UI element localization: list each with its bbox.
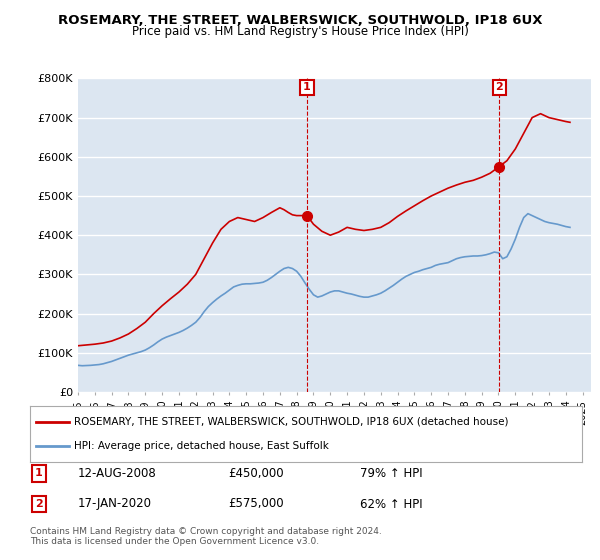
Text: 1: 1 xyxy=(303,82,311,92)
Text: 17-JAN-2020: 17-JAN-2020 xyxy=(78,497,152,511)
Text: ROSEMARY, THE STREET, WALBERSWICK, SOUTHWOLD, IP18 6UX: ROSEMARY, THE STREET, WALBERSWICK, SOUTH… xyxy=(58,14,542,27)
Text: Contains HM Land Registry data © Crown copyright and database right 2024.
This d: Contains HM Land Registry data © Crown c… xyxy=(30,526,382,546)
Text: 2: 2 xyxy=(496,82,503,92)
Text: ROSEMARY, THE STREET, WALBERSWICK, SOUTHWOLD, IP18 6UX (detached house): ROSEMARY, THE STREET, WALBERSWICK, SOUTH… xyxy=(74,417,509,427)
Text: £450,000: £450,000 xyxy=(228,466,284,480)
Text: 12-AUG-2008: 12-AUG-2008 xyxy=(78,466,157,480)
Text: 79% ↑ HPI: 79% ↑ HPI xyxy=(360,466,422,480)
Text: 62% ↑ HPI: 62% ↑ HPI xyxy=(360,497,422,511)
Text: Price paid vs. HM Land Registry's House Price Index (HPI): Price paid vs. HM Land Registry's House … xyxy=(131,25,469,38)
Text: HPI: Average price, detached house, East Suffolk: HPI: Average price, detached house, East… xyxy=(74,441,329,451)
Text: 1: 1 xyxy=(35,468,43,478)
Text: £575,000: £575,000 xyxy=(228,497,284,511)
Text: 2: 2 xyxy=(35,499,43,509)
